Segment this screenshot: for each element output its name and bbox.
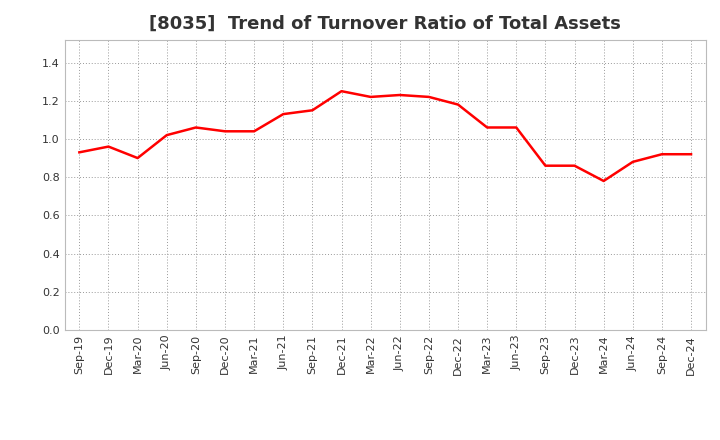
Title: [8035]  Trend of Turnover Ratio of Total Assets: [8035] Trend of Turnover Ratio of Total …: [149, 15, 621, 33]
